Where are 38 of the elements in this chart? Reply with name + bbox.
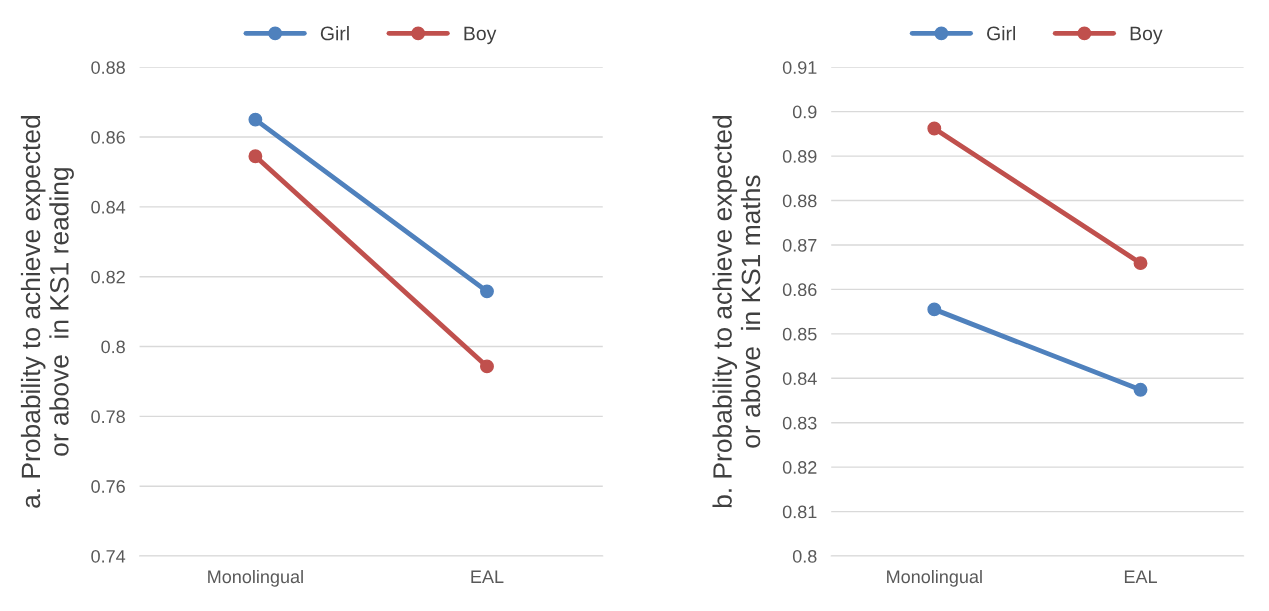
y-tick-label: 0.86 <box>91 130 125 144</box>
point <box>248 112 263 127</box>
point <box>248 149 263 164</box>
y-tick-label: 0.85 <box>782 327 817 341</box>
y-tick-label: 0.9 <box>792 105 817 119</box>
y-tick-label: 0.74 <box>91 549 126 563</box>
y-tick-label: 0.91 <box>782 61 817 74</box>
legend-label: Girl <box>987 26 1016 41</box>
y-tick-label: 0.81 <box>782 505 817 519</box>
legend-label: Girl <box>320 26 349 41</box>
y-tick-label: 0.82 <box>91 270 125 284</box>
y-tick-label: 0.76 <box>91 480 125 493</box>
x-tick-label: Monolingual <box>887 569 982 587</box>
point <box>480 284 494 299</box>
legend-label: Boy <box>1130 26 1163 45</box>
y-tick-label: 0.83 <box>782 416 817 430</box>
y-axis-title: b. Probability to achieve expected or above in KS1 maths <box>712 115 761 508</box>
y-tick-label: 0.89 <box>782 150 817 163</box>
point <box>480 359 494 374</box>
y-axis-title: a. Probability to achieve expected or above in KS1 reading <box>20 115 74 508</box>
x-tick-label: EAL <box>471 570 504 583</box>
point <box>927 121 942 136</box>
y-tick-label: 0.8 <box>792 549 817 563</box>
point <box>927 302 942 317</box>
y-tick-label: 0.84 <box>91 200 126 214</box>
y-tick-label: 0.86 <box>782 283 817 297</box>
y-tick-label: 0.84 <box>782 372 817 385</box>
legend-label: Boy <box>464 26 497 45</box>
y-tick-label: 0.88 <box>782 194 817 208</box>
point <box>1133 382 1148 397</box>
y-tick-label: 0.88 <box>91 61 125 74</box>
y-tick-label: 0.82 <box>782 461 817 474</box>
y-tick-label: 0.78 <box>91 410 125 424</box>
y-tick-label: 0.8 <box>101 340 125 354</box>
y-tick-label: 0.87 <box>782 238 817 252</box>
x-tick-label: Monolingual <box>208 569 303 587</box>
point <box>1133 256 1148 271</box>
x-tick-label: EAL <box>1124 570 1157 583</box>
